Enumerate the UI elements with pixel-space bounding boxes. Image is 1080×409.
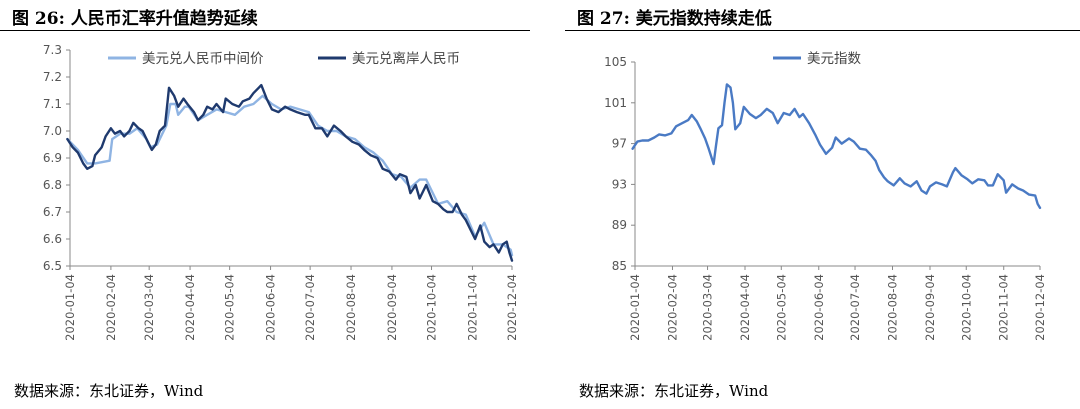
- x-tick-label: 2020-07-04: [303, 274, 317, 341]
- y-tick-label: 7.0: [43, 124, 62, 138]
- x-tick-label: 2020-01-04: [628, 274, 642, 341]
- y-tick-label: 7.3: [43, 43, 62, 57]
- x-tick-label: 2020-03-04: [142, 274, 156, 341]
- x-tick-label: 2020-10-04: [425, 274, 439, 341]
- x-tick-label: 2020-06-04: [812, 274, 826, 341]
- x-tick-label: 2020-01-04: [63, 274, 77, 341]
- y-tick-label: 93: [612, 177, 627, 191]
- y-tick-label: 6.7: [43, 205, 62, 219]
- x-tick-label: 2020-04-04: [738, 274, 752, 341]
- x-tick-label: 2020-04-04: [183, 274, 197, 341]
- y-tick-label: 97: [612, 137, 627, 151]
- figure-title: 图 27: 美元指数持续走低: [577, 9, 772, 29]
- x-tick-label: 2020-06-04: [264, 274, 278, 341]
- y-tick-label: 6.9: [43, 151, 62, 165]
- legend-label: 美元指数: [807, 51, 861, 67]
- series-line-1: [631, 83, 1042, 210]
- dollar-index-chart: 85 89 93 97 101 105 2020-01-04 2020-02-04 2020-0…: [604, 51, 1047, 341]
- y-tick-label: 85: [612, 259, 627, 273]
- title-rule: [0, 30, 530, 31]
- y-tick-label: 105: [604, 55, 627, 69]
- x-tick-label: 2020-07-04: [848, 274, 862, 341]
- y-tick-label: 101: [604, 96, 627, 110]
- figure-26: 图 26: 人民币汇率升值趋势延续 6.5 6.6 6.7 6.8 6.9 7.0 7.1 7…: [0, 0, 530, 409]
- y-tick-label: 89: [612, 218, 627, 232]
- x-tick-label: 2020-05-04: [223, 274, 237, 341]
- x-tick-label: 2020-09-04: [923, 274, 937, 341]
- legend-label: 美元兑人民币中间价: [142, 51, 264, 67]
- y-tick-label: 7.1: [43, 97, 62, 111]
- source-note: 数据来源：东北证券，Wind: [14, 382, 204, 400]
- figure-27: 图 27: 美元指数持续走低 85 89 93 97 101 105 2020-01-04 2…: [565, 0, 1080, 409]
- x-tick-label: 2020-10-04: [959, 274, 973, 341]
- y-tick-label: 6.8: [43, 178, 62, 192]
- x-tick-label: 2020-05-04: [774, 274, 788, 341]
- x-tick-label: 2020-11-04: [997, 274, 1011, 341]
- x-tick-label: 2020-02-04: [104, 274, 118, 341]
- x-tick-label: 2020-09-04: [385, 274, 399, 341]
- x-tick-label: 2020-03-04: [701, 274, 715, 341]
- y-tick-label: 6.6: [43, 232, 62, 246]
- x-tick-label: 2020-11-04: [465, 274, 479, 341]
- x-tick-label: 2020-12-04: [505, 274, 519, 341]
- y-tick-label: 6.5: [43, 259, 62, 273]
- legend-label: 美元兑离岸人民币: [352, 50, 460, 67]
- title-rule: [565, 30, 1080, 31]
- cny-exchange-rate-chart: 6.5 6.6 6.7 6.8 6.9 7.0 7.1 7.2 7.3 2020-01-04 202…: [43, 43, 519, 341]
- y-tick-label: 7.2: [43, 70, 62, 84]
- x-tick-label: 2020-08-04: [344, 274, 358, 341]
- source-note: 数据来源：东北证券，Wind: [579, 382, 769, 400]
- x-tick-label: 2020-02-04: [665, 274, 679, 341]
- x-tick-label: 2020-12-04: [1033, 274, 1047, 341]
- series-line-1: [66, 94, 514, 257]
- series-line-2: [66, 83, 514, 262]
- figure-title: 图 26: 人民币汇率升值趋势延续: [12, 9, 258, 29]
- x-tick-label: 2020-08-04: [886, 274, 900, 341]
